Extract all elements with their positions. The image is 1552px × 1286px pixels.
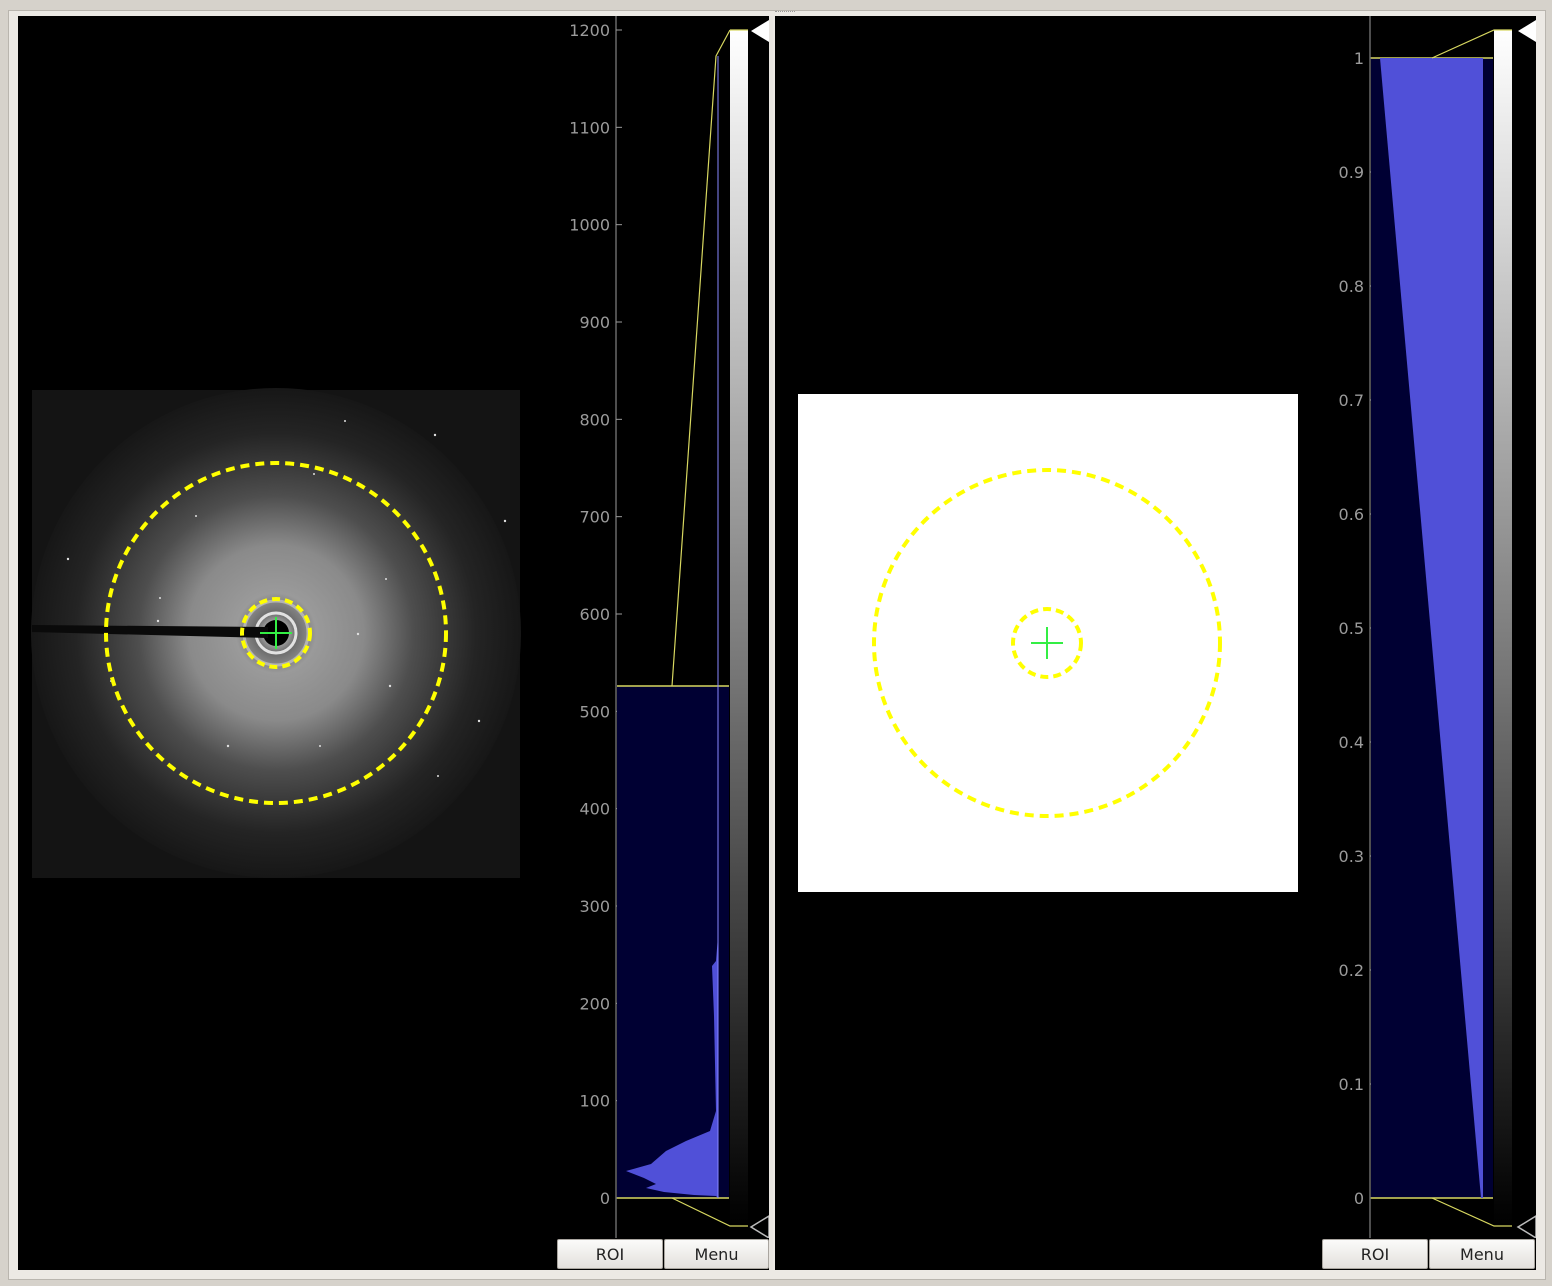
right-image-panel: 0 0.1 0.2 0.3 0.4 0.5 0.6 0.7 0.8 0.9 1 ROI Menu (775, 16, 1536, 1270)
axis-tick-label: 0.8 (1339, 277, 1364, 296)
level-region[interactable] (617, 686, 729, 1198)
axis-tick-label: 900 (579, 313, 610, 332)
axis-tick-label: 1000 (569, 216, 610, 235)
right-histogram-svg: 0 0.1 0.2 0.3 0.4 0.5 0.6 0.7 0.8 0.9 1 (1339, 16, 1536, 1238)
panel-divider[interactable] (769, 16, 773, 1270)
max-mapping-line (671, 29, 731, 687)
left-roi-button[interactable]: ROI (557, 1239, 663, 1269)
axis-tick-label: 0.4 (1339, 733, 1364, 752)
diffraction-spots (66, 420, 507, 777)
left-histogram-svg: 0 100 200 300 400 500 600 700 800 900 1000 1100 1200 (569, 16, 769, 1238)
left-histogram[interactable]: 0 100 200 300 400 500 600 700 800 900 1000 1100 1200 (556, 16, 769, 1238)
axis-tick-label: 0.7 (1339, 391, 1364, 410)
left-image-viewport[interactable] (18, 16, 556, 1270)
axis-tick-label: 1200 (569, 21, 610, 40)
right-image-viewport[interactable] (775, 16, 1322, 1270)
inner-roi-ring[interactable] (240, 597, 312, 669)
left-image-panel: 0 100 200 300 400 500 600 700 800 900 1000 1100 1200 (18, 16, 769, 1270)
max-handle-icon[interactable] (1518, 20, 1536, 42)
left-menu-button[interactable]: Menu (664, 1239, 769, 1269)
beam-center-crosshair-icon[interactable] (1031, 627, 1063, 659)
outer-roi-ring[interactable] (104, 461, 448, 805)
axis-tick-label: 300 (579, 897, 610, 916)
inner-roi-ring[interactable] (1011, 607, 1083, 679)
right-histogram-ticks: 0 0.1 0.2 0.3 0.4 0.5 0.6 0.7 0.8 0.9 1 (1339, 49, 1376, 1208)
max-mapping-line (1431, 29, 1512, 59)
min-mapping-line (671, 1197, 748, 1227)
min-handle-icon[interactable] (749, 1215, 769, 1238)
min-mapping-line (1431, 1197, 1512, 1227)
min-handle-icon[interactable] (1516, 1215, 1536, 1238)
axis-tick-label: 800 (579, 410, 610, 429)
axis-tick-label: 0 (1354, 1189, 1364, 1208)
right-menu-button[interactable]: Menu (1429, 1239, 1535, 1269)
right-mask-image (798, 394, 1298, 892)
axis-tick-label: 1 (1354, 49, 1364, 68)
left-histogram-ticks: 0 100 200 300 400 500 600 700 800 900 1000 1100 1200 (569, 21, 622, 1208)
axis-tick-label: 0 (600, 1189, 610, 1208)
right-histogram[interactable]: 0 0.1 0.2 0.3 0.4 0.5 0.6 0.7 0.8 0.9 1 (1322, 16, 1536, 1238)
right-roi-button[interactable]: ROI (1322, 1239, 1428, 1269)
axis-tick-label: 100 (579, 1092, 610, 1111)
axis-tick-label: 0.2 (1339, 961, 1364, 980)
axis-tick-label: 500 (579, 702, 610, 721)
axis-tick-label: 1100 (569, 118, 610, 137)
axis-tick-label: 600 (579, 605, 610, 624)
outer-roi-ring[interactable] (872, 468, 1222, 818)
axis-tick-label: 0.1 (1339, 1075, 1364, 1094)
beam-center-crosshair-icon[interactable] (260, 617, 292, 649)
histogram-distribution (626, 936, 718, 1198)
axis-tick-label: 0.9 (1339, 163, 1364, 182)
colorbar-gradient (1494, 30, 1512, 1226)
colorbar-gradient (730, 30, 748, 1226)
left-diffraction-image (31, 388, 521, 878)
axis-tick-label: 700 (579, 508, 610, 527)
axis-tick-label: 200 (579, 994, 610, 1013)
max-handle-icon[interactable] (751, 20, 769, 42)
histogram-distribution (1380, 58, 1483, 1198)
beamstop-arm (32, 625, 268, 638)
axis-tick-label: 0.6 (1339, 505, 1364, 524)
axis-tick-label: 0.3 (1339, 847, 1364, 866)
axis-tick-label: 0.5 (1339, 619, 1364, 638)
axis-tick-label: 400 (579, 800, 610, 819)
